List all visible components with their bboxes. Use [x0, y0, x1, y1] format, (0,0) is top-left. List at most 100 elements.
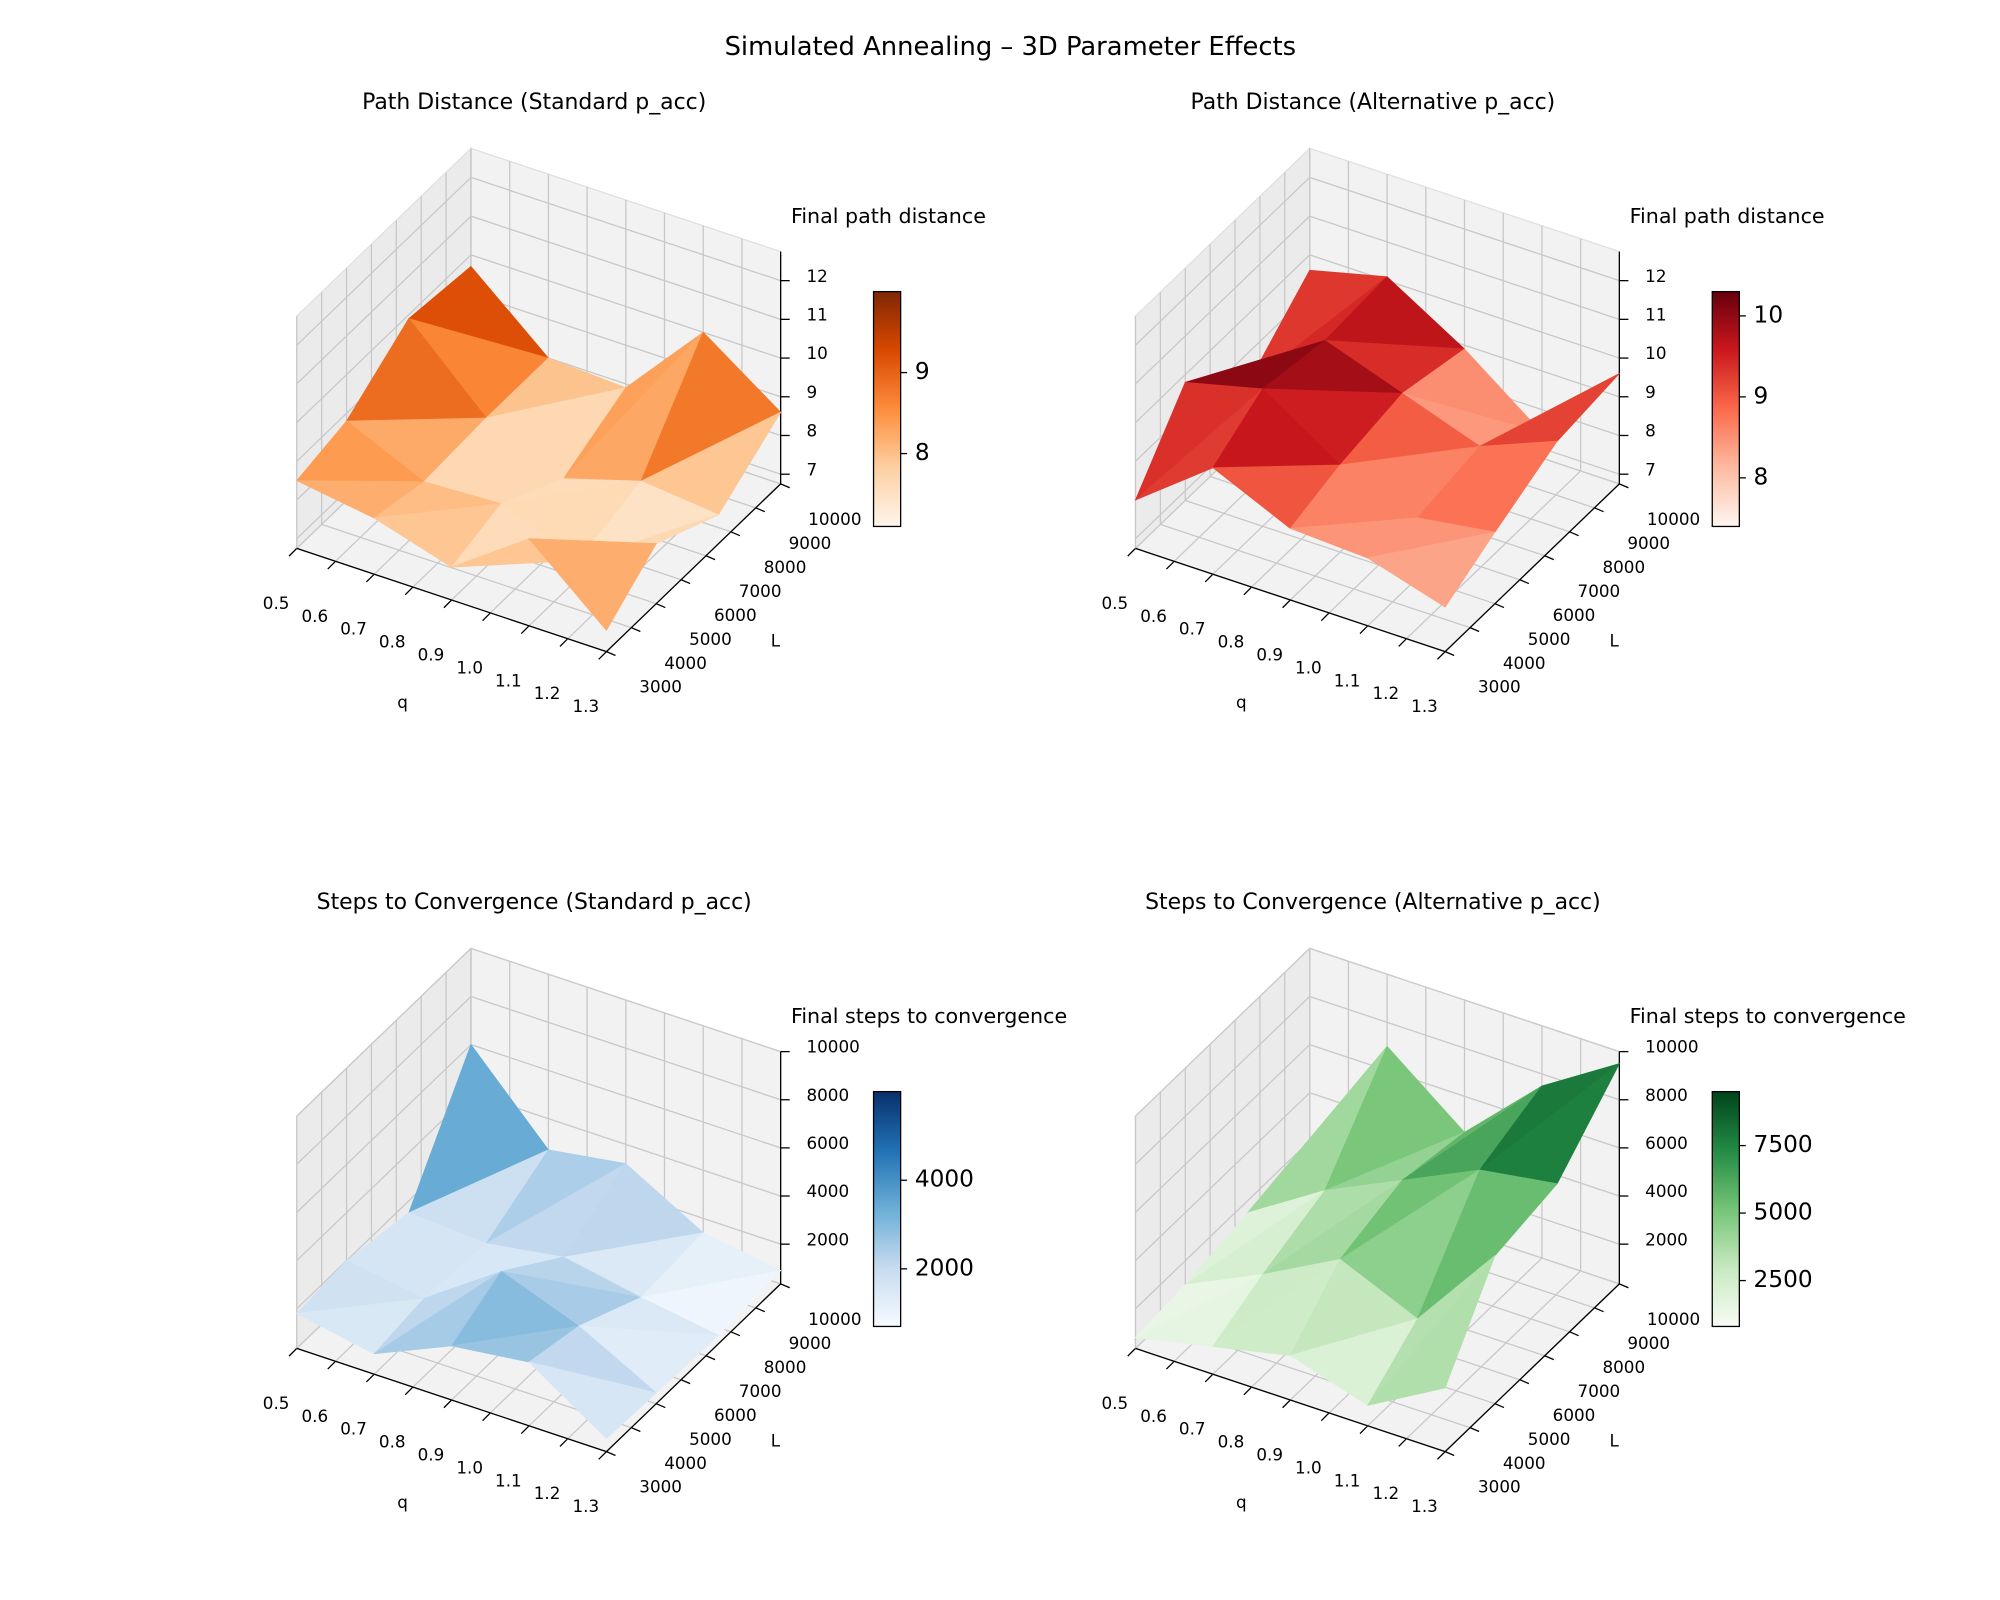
x-tick-label: 0.9	[418, 644, 445, 664]
x-axis-line	[296, 547, 607, 653]
subplot: 0.5 0.6 0.7 0.8 0.9 1.0 1.1 1.2 1.3 3000 4000 5000 6…	[1102, 890, 1906, 1516]
z-axis-label: Final path distance	[791, 204, 986, 228]
x-tick	[559, 638, 569, 647]
z-tick-label: 2000	[806, 1229, 849, 1249]
z-tick-label: 4000	[806, 1181, 849, 1201]
x-tick-label: 0.9	[1256, 644, 1283, 664]
y-tick	[655, 603, 666, 609]
y-tick	[780, 483, 790, 489]
grid-line	[1135, 254, 1311, 424]
grid-line	[296, 176, 472, 346]
surface-facet	[1367, 531, 1496, 608]
y-axis-line	[1444, 1283, 1620, 1453]
x-tick	[1436, 1451, 1446, 1460]
y-tick-label: 6000	[714, 605, 757, 625]
z-tick-label: 8000	[806, 1085, 849, 1105]
y-tick	[655, 1403, 666, 1409]
grid-line	[1160, 523, 1471, 629]
x-tick	[1165, 560, 1175, 570]
y-tick-label: 6000	[714, 1405, 757, 1425]
subplot: 0.5 0.6 0.7 0.8 0.9 1.0 1.1 1.2 1.3 3000 4000 5000 6…	[263, 90, 986, 716]
y-tick-label: 8000	[1602, 1357, 1645, 1377]
y-tick-label: 10000	[808, 1309, 861, 1329]
x-tick-label: 0.6	[302, 606, 329, 626]
x-tick-label: 1.1	[1334, 670, 1361, 690]
colorbar-tick-label: 7500	[1754, 1131, 1813, 1158]
x-tick	[288, 547, 298, 557]
y-axis-line	[606, 483, 782, 653]
x-tick	[1359, 1425, 1369, 1435]
x-tick-label: 0.8	[379, 1432, 406, 1452]
x-tick	[327, 560, 336, 570]
y-tick	[755, 1307, 766, 1313]
y-tick-label: 9000	[1627, 1333, 1670, 1353]
y-tick-label: 3000	[1478, 1477, 1521, 1497]
grid-line	[1135, 996, 1311, 1165]
x-tick-label: 1.2	[1372, 683, 1399, 703]
grid-line	[1406, 470, 1582, 640]
surface-facet	[528, 1361, 657, 1439]
grid-line	[1309, 947, 1620, 1053]
colorbar-tick-label: 2000	[915, 1254, 974, 1281]
x-tick	[443, 599, 453, 609]
grid-line	[1135, 1140, 1311, 1310]
x-tick	[598, 1451, 607, 1460]
y-tick-label: 8000	[764, 1357, 807, 1377]
grid-line	[296, 1044, 472, 1213]
colorbar-tick-label: 10	[1754, 301, 1784, 328]
x-tick-label: 0.9	[1256, 1444, 1283, 1464]
x-tick-label: 1.3	[1411, 696, 1438, 716]
colorbar	[872, 1090, 902, 1328]
grid-line	[1406, 1270, 1582, 1440]
y-tick	[1519, 1379, 1530, 1385]
y-tick-label: 5000	[689, 629, 732, 649]
y-tick	[755, 507, 766, 513]
colorbar	[1711, 290, 1740, 528]
y-tick	[1569, 1331, 1579, 1337]
x-tick	[520, 625, 530, 635]
z-tick-label: 8000	[1645, 1085, 1688, 1105]
x-tick	[482, 612, 491, 622]
z-tick-label: 6000	[1645, 1133, 1688, 1153]
x-tick	[559, 1438, 569, 1447]
x-tick-label: 0.7	[340, 619, 367, 639]
x-tick	[1243, 586, 1253, 596]
y-tick	[1494, 1403, 1505, 1409]
y-axis-label: L	[771, 630, 781, 650]
y-tick	[1569, 531, 1579, 537]
z-tick-label: 12	[806, 266, 827, 286]
x-tick-label: 0.6	[302, 1406, 329, 1426]
x-tick-label: 1.3	[572, 696, 599, 716]
grid-line	[1309, 176, 1620, 282]
z-tick-label: 9	[806, 382, 817, 402]
x-tick-label: 1.1	[495, 670, 522, 690]
y-tick	[1444, 651, 1455, 657]
grid-line	[1135, 176, 1311, 346]
x-tick-label: 1.2	[534, 683, 561, 703]
y-tick	[631, 627, 641, 633]
y-tick-label: 8000	[764, 557, 807, 577]
grid-line	[1309, 215, 1620, 320]
y-axis-line	[1444, 483, 1620, 653]
x-tick-label: 1.0	[456, 657, 483, 677]
y-tick-label: 5000	[1528, 629, 1571, 649]
x-tick	[443, 1399, 453, 1409]
x-axis-label: q	[1236, 1492, 1247, 1512]
y-tick-label: 3000	[1478, 677, 1521, 697]
colorbar-tick-label: 8	[1754, 463, 1769, 490]
y-tick-label: 3000	[639, 677, 682, 697]
grid-line	[1309, 254, 1620, 359]
y-tick-label: 7000	[1578, 1381, 1621, 1401]
colorbar-tick-label: 9	[915, 358, 930, 385]
subplot-title: Path Distance (Alternative p_acc)	[1191, 90, 1556, 115]
grid-line	[470, 176, 781, 282]
z-tick-label: 10	[806, 343, 827, 363]
x-tick	[288, 1347, 298, 1357]
x-tick	[1398, 1438, 1407, 1447]
y-tick-label: 3000	[639, 1477, 682, 1497]
grid-line	[1135, 215, 1311, 385]
y-tick	[730, 531, 741, 537]
x-tick	[482, 1412, 491, 1422]
y-axis-label: L	[771, 1430, 781, 1450]
y-tick	[1544, 1355, 1554, 1361]
